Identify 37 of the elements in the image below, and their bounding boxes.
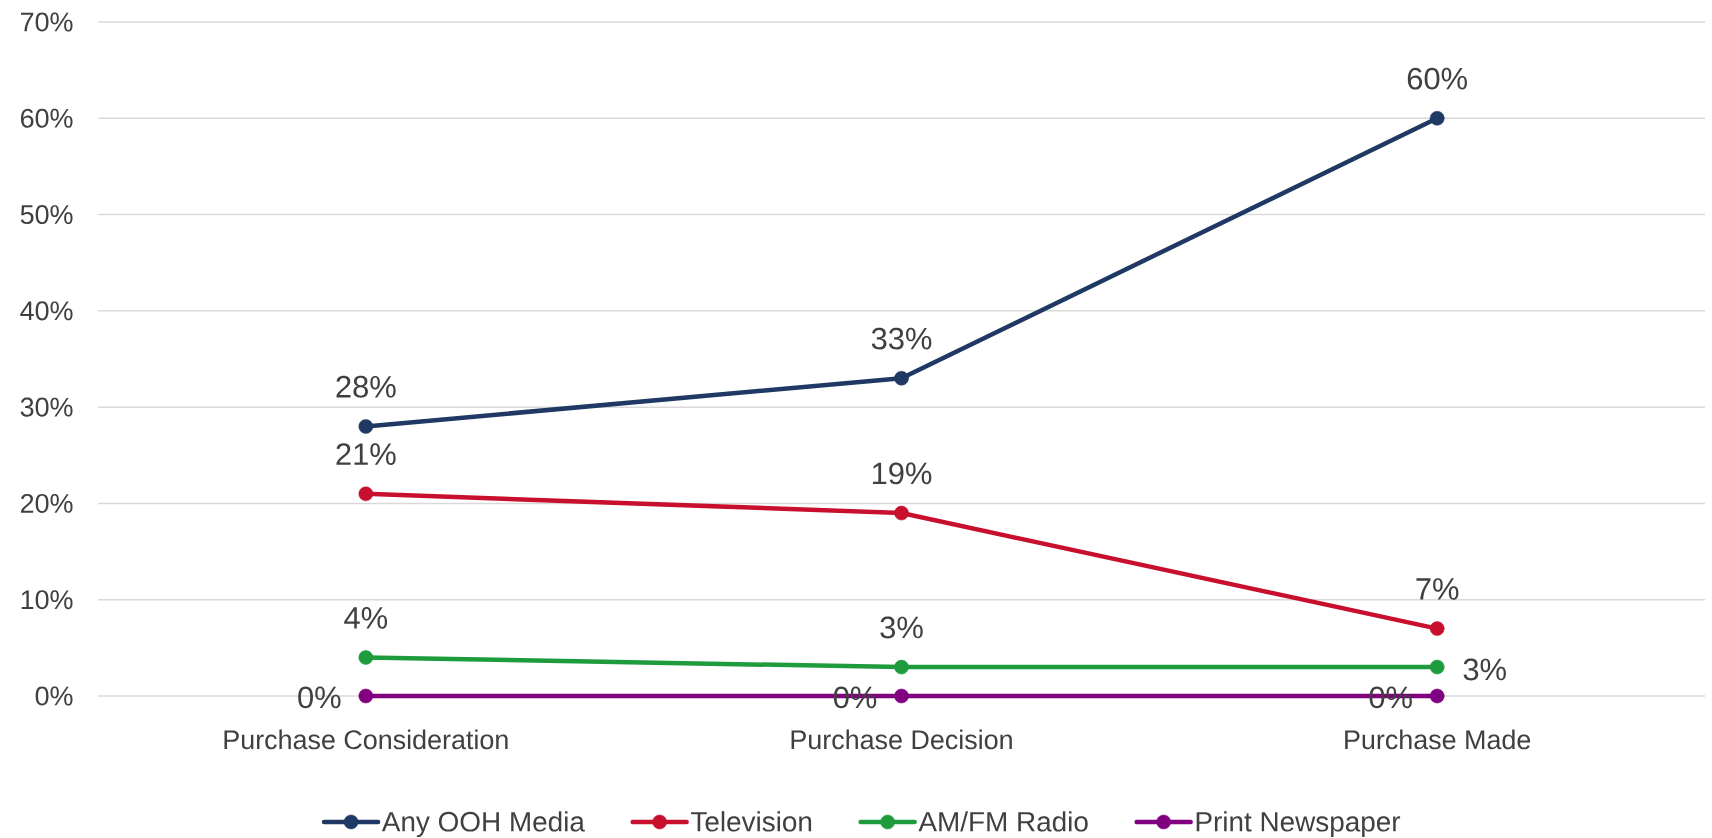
data-label: 0% <box>298 686 341 709</box>
data-label: 28% <box>336 375 396 398</box>
y-tick-label: 30% <box>20 397 73 417</box>
data-label: 19% <box>872 462 932 485</box>
data-label: 7% <box>1416 578 1459 600</box>
point <box>894 688 909 704</box>
point <box>894 659 909 675</box>
data-label: 21% <box>336 443 396 465</box>
point <box>358 688 374 704</box>
point <box>358 486 374 502</box>
y-tick-label: 0% <box>35 686 73 706</box>
data-label: 60% <box>1407 67 1467 90</box>
point <box>1429 688 1445 704</box>
legend-label: Television <box>691 811 812 832</box>
y-tick-label: 70% <box>21 12 73 32</box>
point <box>1429 621 1445 636</box>
data-label: 3% <box>880 616 923 639</box>
point <box>894 371 909 386</box>
legend-label: AM/FM Radio <box>918 811 1088 832</box>
y-tick-label: 20% <box>21 493 73 513</box>
legend-label: Any OOH Media <box>381 811 585 838</box>
x-tick-label: Purchase Consideration <box>224 729 508 750</box>
x-tick-label: Purchase Decision <box>791 729 1012 750</box>
point <box>894 505 909 521</box>
data-label: 3% <box>1463 658 1506 681</box>
data-label: 4% <box>344 607 388 629</box>
y-tick-label: 60% <box>21 108 73 128</box>
legend-label: Print Newspaper <box>1196 811 1401 838</box>
x-tick-label: Purchase Made <box>1345 729 1531 750</box>
y-tick-label: 50% <box>20 205 73 225</box>
data-label: 33% <box>871 327 932 350</box>
y-tick-label: 10% <box>21 590 73 610</box>
point <box>1429 111 1445 126</box>
point <box>1429 659 1445 675</box>
point <box>358 419 374 434</box>
y-tick-label: 40% <box>20 301 73 321</box>
point <box>358 650 374 665</box>
